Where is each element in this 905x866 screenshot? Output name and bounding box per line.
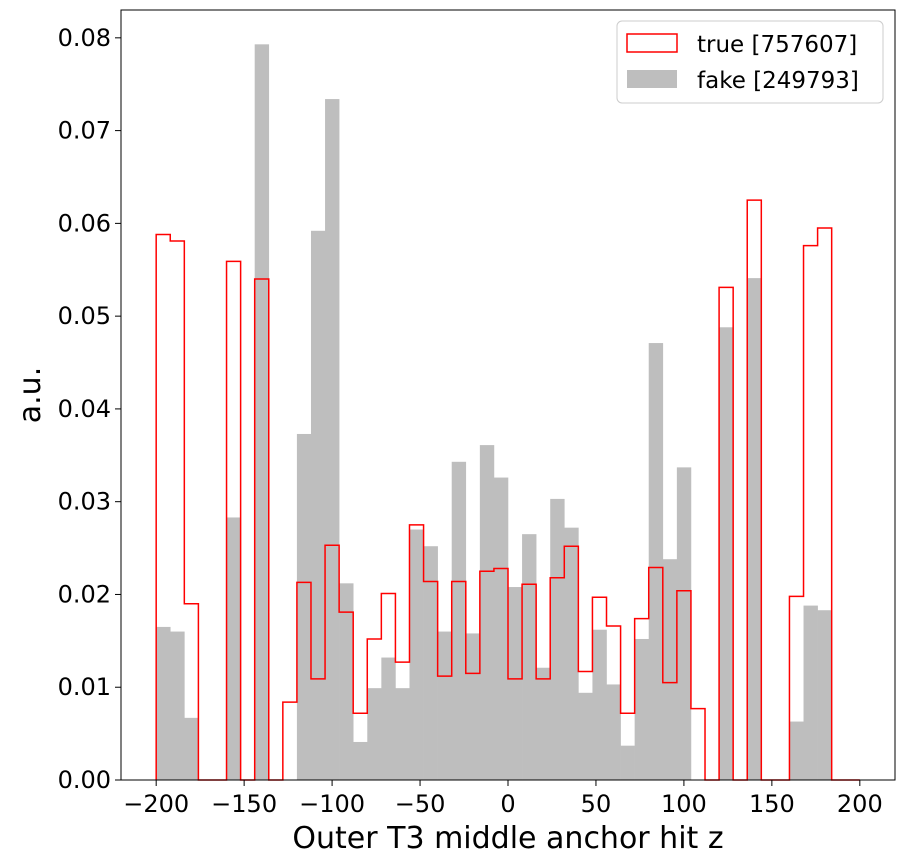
fake-bar <box>564 527 579 780</box>
legend-frame <box>616 20 884 104</box>
legend: true [757607] fake [249793] <box>616 20 884 104</box>
fake-bar <box>676 467 692 780</box>
y-tick-label: 0.08 <box>58 24 111 52</box>
fake-bar <box>620 745 635 780</box>
fake-bar <box>310 230 326 781</box>
legend-true-swatch <box>626 33 678 53</box>
fake-bar <box>662 559 678 780</box>
legend-fake-swatch <box>627 70 677 88</box>
fake-bar <box>156 626 171 780</box>
fake-bar <box>634 638 650 780</box>
fake-bar <box>339 583 354 780</box>
fake-bar <box>803 605 818 780</box>
x-tick-label: 100 <box>661 790 707 818</box>
fake-bar <box>479 445 495 780</box>
y-tick-label: 0.05 <box>58 302 111 330</box>
fake-bar <box>353 741 368 780</box>
x-tick-label: −50 <box>395 790 446 818</box>
y-tick-label: 0.04 <box>58 395 111 423</box>
fake-bar <box>226 517 241 780</box>
y-tick-label: 0.06 <box>58 209 111 237</box>
fake-bar <box>536 667 551 780</box>
fake-bar <box>522 534 537 780</box>
fake-bar <box>409 529 424 780</box>
x-axis-label: Outer T3 middle anchor hit z <box>292 821 723 856</box>
fake-bar <box>578 692 593 780</box>
fake-bar <box>367 688 382 780</box>
y-tick-label: 0.00 <box>58 766 111 794</box>
x-tick-label: −100 <box>299 790 365 818</box>
fake-bar <box>296 433 312 780</box>
fake-bar <box>423 546 438 780</box>
plot-area <box>120 9 896 781</box>
x-tick-label: −200 <box>123 790 189 818</box>
y-axis-ticks: 0.00 0.01 0.02 0.03 0.04 0.05 0.06 0.07 0.08 <box>58 24 121 794</box>
fake-bar <box>184 717 199 780</box>
x-tick-label: 200 <box>837 790 883 818</box>
y-tick-label: 0.03 <box>58 488 111 516</box>
fake-bar <box>648 343 664 780</box>
fake-bar <box>817 610 832 780</box>
y-axis-label: a.u. <box>13 367 48 423</box>
y-tick-label: 0.02 <box>58 580 111 608</box>
fake-bar <box>395 688 410 780</box>
fake-bar <box>606 684 621 780</box>
y-tick-label: 0.07 <box>58 117 111 145</box>
legend-fake-label: fake [249793] <box>697 68 859 94</box>
fake-bar <box>550 498 565 780</box>
fake-bar <box>254 44 270 780</box>
fake-bar <box>170 631 185 780</box>
x-tick-label: 50 <box>581 790 612 818</box>
fake-bar <box>508 587 523 780</box>
fake-bar <box>493 477 509 780</box>
x-tick-label: 150 <box>749 790 795 818</box>
fake-bar <box>592 629 607 780</box>
fake-bar <box>451 461 467 780</box>
fake-series <box>156 44 832 781</box>
y-tick-label: 0.01 <box>58 673 111 701</box>
fake-bar <box>789 721 804 780</box>
fake-bar <box>465 633 481 780</box>
fake-bar <box>437 631 453 780</box>
fake-bar <box>381 657 396 780</box>
x-tick-label: −150 <box>211 790 277 818</box>
fake-bar <box>719 327 734 780</box>
x-tick-label: 0 <box>500 790 515 818</box>
legend-true-label: true [757607] <box>697 32 857 58</box>
fake-bar <box>747 278 762 780</box>
x-axis-ticks: −200 −150 −100 −50 0 50 100 150 200 <box>123 780 883 818</box>
fake-bar <box>325 99 340 780</box>
